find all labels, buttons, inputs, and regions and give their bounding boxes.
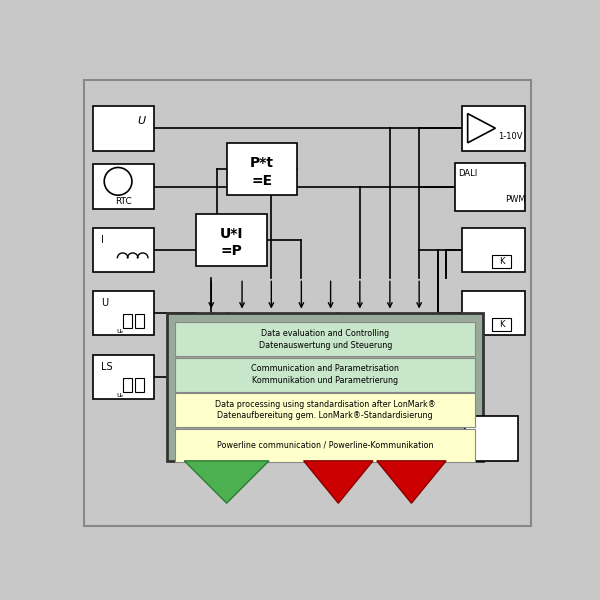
Bar (455, 163, 524, 211)
Bar (94, 164, 154, 209)
Text: Data evaluation and Controlling
Datenauswertung und Steuerung: Data evaluation and Controlling Datenaus… (259, 329, 392, 350)
Bar (94, 290, 154, 335)
Bar (196, 214, 266, 266)
Bar (167, 313, 483, 461)
Bar (493, 255, 511, 268)
Text: DALI: DALI (458, 169, 478, 178)
Text: 1-10V: 1-10V (499, 132, 523, 141)
Text: Communication and Parametrisation
Kommunikation und Parametrierung: Communication and Parametrisation Kommun… (251, 364, 399, 385)
Bar (94, 355, 154, 399)
Bar (461, 106, 524, 151)
Text: K: K (499, 257, 504, 266)
Bar (94, 227, 154, 272)
Bar (227, 143, 298, 195)
Bar (461, 290, 524, 335)
Bar (123, 377, 132, 392)
Polygon shape (184, 461, 269, 503)
Bar (175, 358, 475, 392)
Bar (461, 227, 524, 272)
Text: U*I: U*I (220, 227, 243, 241)
Text: uₑ: uₑ (117, 328, 124, 334)
Text: Data processing using standardisation after LonMark®
Datenaufbereitung gem. LonM: Data processing using standardisation af… (215, 400, 436, 421)
Bar (466, 416, 518, 461)
Bar (493, 319, 511, 331)
Polygon shape (377, 461, 446, 503)
Text: =P: =P (220, 244, 242, 259)
Text: LS: LS (101, 362, 113, 372)
Polygon shape (467, 113, 496, 143)
Text: U: U (101, 298, 108, 308)
Text: PWM: PWM (506, 196, 526, 205)
Bar (135, 377, 144, 392)
Bar (135, 314, 144, 328)
Bar (175, 428, 475, 463)
Text: RTC: RTC (115, 197, 132, 206)
Text: P*t: P*t (250, 156, 274, 170)
Text: I: I (101, 235, 104, 245)
Bar (123, 314, 132, 328)
Text: Powerline communication / Powerline-Kommunikation: Powerline communication / Powerline-Komm… (217, 441, 433, 450)
Text: K: K (499, 320, 504, 329)
Bar (94, 106, 154, 151)
Polygon shape (304, 461, 373, 503)
Bar (175, 393, 475, 427)
Text: U: U (137, 116, 145, 126)
Bar (175, 322, 475, 356)
Text: uₑ: uₑ (117, 392, 124, 398)
Text: =E: =E (251, 173, 272, 188)
